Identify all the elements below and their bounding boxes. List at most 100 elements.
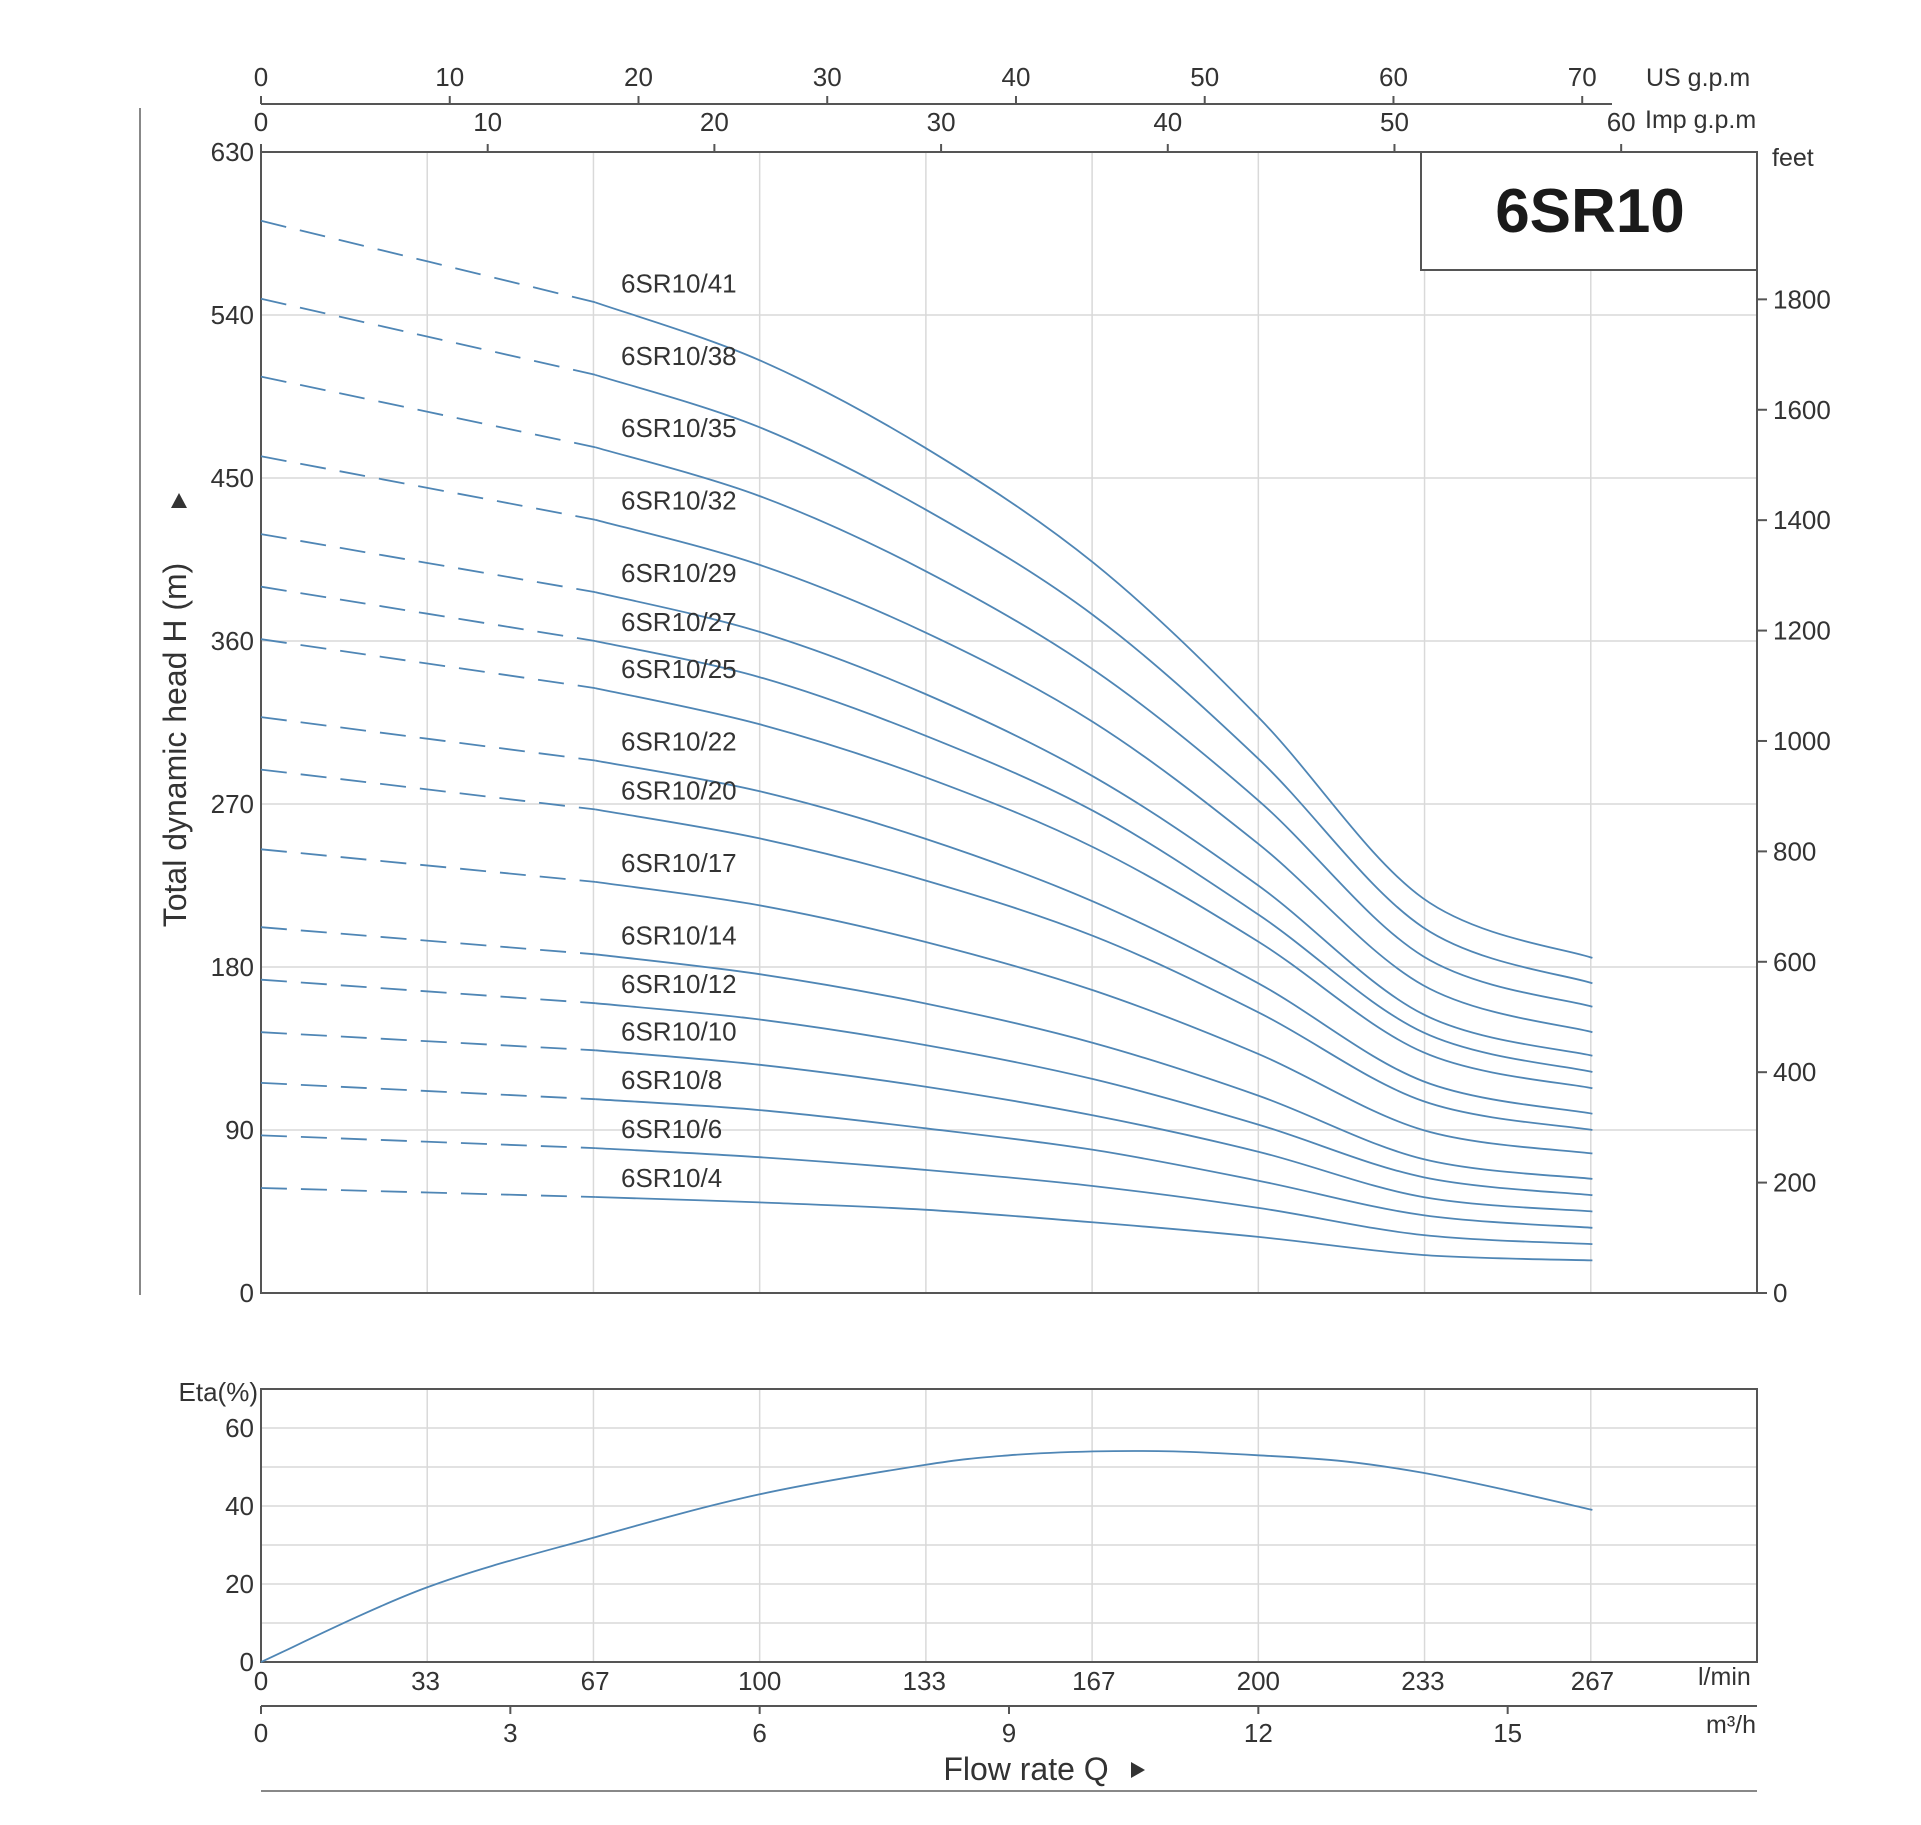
head-curve-dashed bbox=[260, 219, 596, 304]
series-label: 6SR10/22 bbox=[621, 727, 737, 757]
feet-y-axis: 1800 1600 1400 1200 1000 800 600 400 200 0 bbox=[1757, 284, 1831, 1308]
imp-gpm-tick-label: 40 bbox=[1153, 107, 1182, 137]
head-curve-dashed bbox=[260, 297, 596, 376]
head-curve bbox=[594, 687, 1593, 1090]
eta-axis-title: Eta(%) bbox=[179, 1377, 258, 1407]
head-tick-label: 450 bbox=[211, 463, 254, 493]
head-curve bbox=[594, 808, 1593, 1131]
series-label: 6SR10/6 bbox=[621, 1114, 722, 1144]
head-curve-dashed bbox=[260, 533, 596, 593]
eta-tick-label: 20 bbox=[225, 1569, 254, 1599]
eta-chart-frame bbox=[260, 1388, 1758, 1663]
head-curve bbox=[594, 953, 1593, 1180]
lmin-tick-label: 267 bbox=[1571, 1666, 1614, 1696]
head-curve-dashed bbox=[260, 1134, 596, 1149]
lmin-x-axis: 0 33 67 100 133 167 200 233 267 bbox=[254, 1666, 1614, 1696]
head-tick-label: 270 bbox=[211, 789, 254, 819]
us-gpm-tick-label: 20 bbox=[624, 62, 653, 92]
series-label: 6SR10/38 bbox=[621, 341, 737, 371]
series-label: 6SR10/41 bbox=[621, 268, 737, 298]
imp-gpm-tick-label: 20 bbox=[700, 107, 729, 137]
m3h-tick-label: 3 bbox=[503, 1718, 517, 1748]
series-label: 6SR10/32 bbox=[621, 486, 737, 516]
eta-tick-label: 0 bbox=[240, 1647, 254, 1677]
imp-gpm-tick-label: 0 bbox=[254, 107, 268, 137]
us-gpm-tick-label: 70 bbox=[1568, 62, 1597, 92]
head-curve bbox=[595, 1049, 1593, 1213]
series-label: 6SR10/20 bbox=[621, 775, 737, 805]
head-curve-dashed bbox=[260, 1187, 596, 1198]
flow-axis-arrow-icon bbox=[1131, 1762, 1145, 1778]
head-curve-dashed bbox=[260, 926, 596, 956]
feet-tick-label: 1400 bbox=[1773, 505, 1831, 535]
series-label: 6SR10/14 bbox=[621, 920, 737, 950]
series-label: 6SR10/12 bbox=[621, 969, 737, 999]
head-curve bbox=[594, 518, 1593, 1034]
eta-y-axis: 60 40 20 0 bbox=[225, 1413, 254, 1677]
eta-chart-grid bbox=[260, 1388, 1758, 1663]
head-curve bbox=[595, 1002, 1593, 1197]
m3h-tick-label: 0 bbox=[254, 1718, 268, 1748]
lmin-tick-label: 233 bbox=[1401, 1666, 1444, 1696]
head-curve bbox=[595, 1098, 1593, 1229]
lmin-tick-label: 200 bbox=[1237, 1666, 1280, 1696]
us-gpm-tick-label: 40 bbox=[1002, 62, 1031, 92]
head-curves bbox=[260, 219, 1593, 1262]
feet-tick-label: 0 bbox=[1773, 1278, 1787, 1308]
head-curve bbox=[594, 881, 1593, 1155]
m3h-tick-label: 12 bbox=[1244, 1718, 1273, 1748]
head-curve bbox=[595, 1147, 1593, 1245]
head-tick-label: 630 bbox=[211, 137, 254, 167]
head-tick-label: 540 bbox=[211, 300, 254, 330]
head-curve-dashed bbox=[260, 638, 596, 689]
series-label: 6SR10/8 bbox=[621, 1065, 722, 1095]
lmin-tick-label: 167 bbox=[1072, 1666, 1115, 1696]
head-curve-dashed bbox=[260, 716, 596, 762]
feet-tick-label: 400 bbox=[1773, 1057, 1816, 1087]
imp-gpm-tick-label: 60 bbox=[1607, 107, 1636, 137]
series-label: 6SR10/27 bbox=[621, 607, 737, 637]
us-gpm-tick-label: 10 bbox=[435, 62, 464, 92]
head-curve bbox=[594, 640, 1593, 1073]
eta-curve-line bbox=[260, 1450, 1593, 1663]
head-curve bbox=[594, 759, 1593, 1115]
feet-tick-label: 800 bbox=[1773, 836, 1816, 866]
head-curve-dashed bbox=[260, 848, 596, 883]
feet-unit: feet bbox=[1772, 144, 1814, 172]
imp-gpm-tick-label: 50 bbox=[1380, 107, 1409, 137]
feet-tick-label: 600 bbox=[1773, 947, 1816, 977]
head-curve-dashed bbox=[260, 978, 596, 1005]
series-label: 6SR10/10 bbox=[621, 1016, 737, 1046]
head-tick-label: 360 bbox=[211, 626, 254, 656]
head-axis-title: Total dynamic head H (m) bbox=[157, 563, 193, 928]
us-gpm-tick-label: 60 bbox=[1379, 62, 1408, 92]
lmin-tick-label: 0 bbox=[254, 1666, 268, 1696]
feet-tick-label: 1000 bbox=[1773, 726, 1831, 756]
model-title-box bbox=[1420, 151, 1758, 271]
lmin-tick-label: 133 bbox=[903, 1666, 946, 1696]
head-curve bbox=[594, 373, 1593, 985]
feet-tick-label: 1200 bbox=[1773, 616, 1831, 646]
us-gpm-tick-label: 30 bbox=[813, 62, 842, 92]
head-curve-dashed bbox=[260, 768, 596, 811]
lmin-tick-label: 33 bbox=[411, 1666, 440, 1696]
head-y-axis: 630 540 450 360 270 180 90 0 bbox=[211, 137, 254, 1308]
feet-tick-label: 200 bbox=[1773, 1168, 1816, 1198]
head-curve bbox=[594, 591, 1593, 1057]
series-label: 6SR10/25 bbox=[621, 654, 737, 684]
us-gpm-tick-label: 0 bbox=[254, 62, 268, 92]
head-curve bbox=[595, 1196, 1593, 1262]
series-label: 6SR10/29 bbox=[621, 558, 737, 588]
m3h-unit: m³/h bbox=[1706, 1711, 1756, 1739]
chart-title: 6SR10 bbox=[1495, 177, 1685, 246]
flow-axis-title: Flow rate Q bbox=[943, 1751, 1108, 1787]
lmin-tick-label: 100 bbox=[738, 1666, 781, 1696]
eta-tick-label: 40 bbox=[225, 1491, 254, 1521]
head-curve-labels: 6SR10/41 6SR10/38 6SR10/35 6SR10/32 6SR10/29… bbox=[621, 268, 737, 1193]
head-curve-dashed bbox=[260, 585, 596, 642]
feet-tick-label: 1800 bbox=[1773, 284, 1831, 314]
head-tick-label: 0 bbox=[240, 1278, 254, 1308]
m3h-tick-label: 15 bbox=[1493, 1718, 1522, 1748]
imp-gpm-tick-label: 30 bbox=[927, 107, 956, 137]
